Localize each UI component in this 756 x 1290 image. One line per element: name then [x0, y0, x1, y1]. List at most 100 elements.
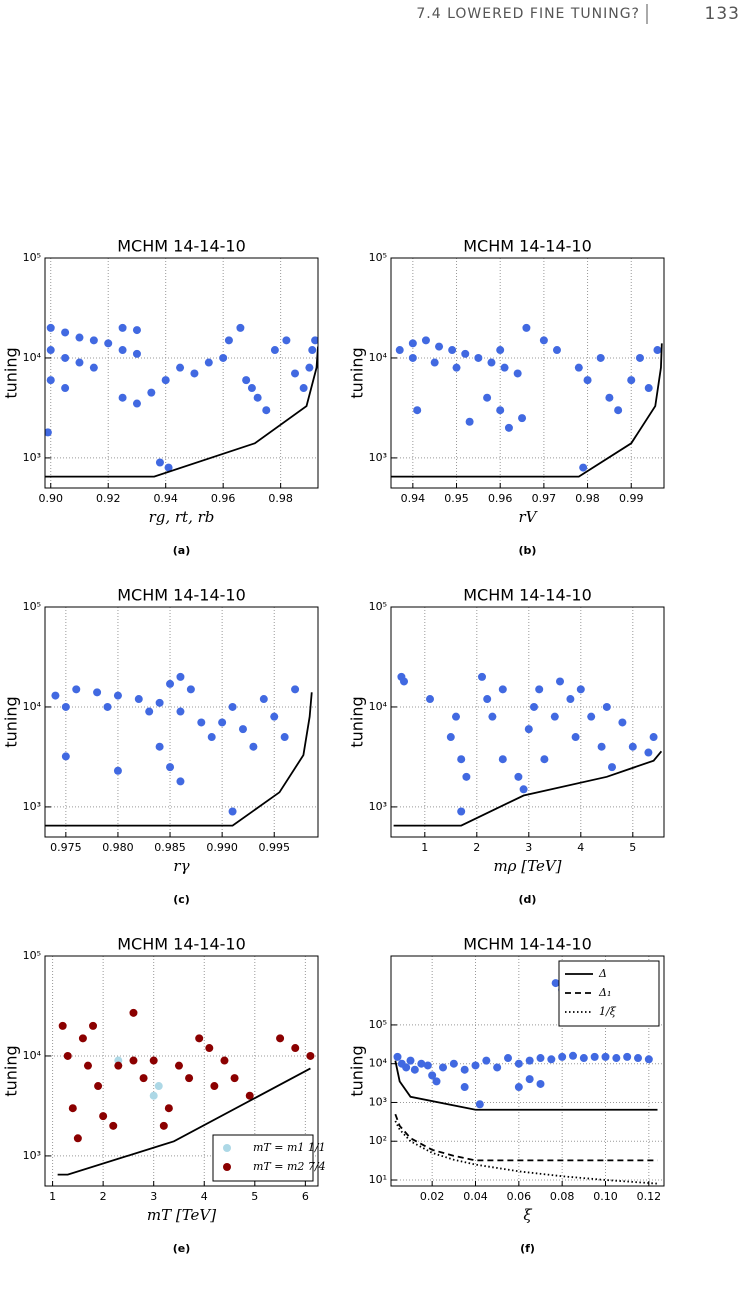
scatter-point: [113, 691, 122, 700]
scatter-point: [139, 1074, 148, 1083]
scatter-point: [558, 1052, 567, 1061]
scatter-point: [159, 1121, 168, 1130]
scatter-point: [612, 1054, 621, 1063]
scatter-point: [61, 752, 70, 761]
scatter-point: [551, 979, 560, 988]
y-tick-label: 10⁴: [23, 351, 42, 364]
scatter-point: [291, 1044, 300, 1053]
scatter-point: [129, 1056, 138, 1065]
scatter-point: [299, 384, 308, 393]
x-tick-label: 0.04: [463, 1190, 488, 1203]
scatter-point: [649, 733, 658, 742]
x-axis-label: rg, rt, rb: [149, 508, 215, 526]
y-tick-label: 10³: [369, 451, 387, 464]
scatter-point: [61, 328, 70, 337]
scatter-point: [195, 1034, 204, 1043]
scatter-point: [51, 691, 60, 700]
x-tick-label: 0.90: [38, 492, 63, 505]
scatter-point: [242, 376, 251, 385]
scatter-point: [291, 685, 300, 694]
scatter-point: [73, 1134, 82, 1143]
x-axis-label: rV: [518, 508, 538, 526]
scatter-point: [406, 1056, 415, 1065]
y-tick-label: 10⁵: [23, 600, 41, 613]
scatter-point: [426, 695, 434, 704]
scatter-point: [308, 346, 317, 355]
scatter-point: [291, 369, 300, 378]
axes-frame: [390, 955, 665, 1187]
scatter-point: [218, 718, 227, 727]
scatter-point: [228, 807, 237, 816]
scatter-point: [247, 384, 256, 393]
scatter-point: [474, 353, 483, 362]
boundary-line: [45, 346, 318, 478]
x-tick-label: 0.02: [420, 1190, 445, 1203]
scatter-point: [155, 698, 164, 707]
x-tick-label: 0.95: [444, 492, 469, 505]
scatter-point: [635, 353, 644, 362]
scatter-point: [498, 755, 507, 764]
y-tick-label: 10³: [369, 1095, 387, 1108]
scatter-point: [219, 353, 228, 362]
scatter-point: [518, 414, 527, 423]
scatter-point: [457, 755, 466, 764]
scatter-point: [238, 725, 247, 734]
figure-caption: (c): [173, 893, 190, 906]
axes-frame: [44, 257, 319, 489]
scatter-point: [439, 1063, 447, 1072]
scatter-point: [579, 463, 588, 472]
x-tick-label: 2: [473, 841, 480, 854]
x-tick-label: 0.92: [96, 492, 121, 505]
scatter-point: [311, 336, 318, 345]
scatter-point: [496, 346, 505, 355]
boundary-line: [393, 750, 663, 827]
page-number: 133: [705, 4, 740, 24]
scatter-point: [462, 772, 471, 781]
scatter-point: [634, 1054, 642, 1063]
scatter-point: [482, 1056, 491, 1065]
plot-area: [45, 607, 318, 837]
chart-title: MCHM 14-14-10: [463, 237, 592, 256]
figure-caption: (d): [519, 893, 537, 906]
figure-caption: (e): [173, 1242, 191, 1255]
y-tick-label: 10³: [23, 800, 41, 813]
scatter-point: [147, 388, 156, 397]
x-tick-label: 0.08: [550, 1190, 575, 1203]
chart-title: MCHM 14-14-10: [463, 586, 592, 605]
scatter-point: [498, 685, 507, 694]
figure-caption: (f): [520, 1242, 535, 1255]
scatter-point: [132, 349, 141, 358]
y-axis-label: tuning: [2, 1045, 21, 1096]
scatter-point: [220, 1056, 229, 1065]
x-tick-label: 0.97: [532, 492, 557, 505]
scatter-point: [483, 695, 492, 704]
scatter-point: [519, 785, 528, 794]
scatter-point: [524, 725, 533, 734]
scatter-point: [590, 1052, 599, 1061]
x-tick-label: 1: [49, 1190, 56, 1203]
scatter-point: [576, 685, 585, 694]
x-tick-label: 4: [577, 841, 584, 854]
chart-title: MCHM 14-14-10: [117, 237, 246, 256]
figure-caption: (a): [173, 544, 190, 557]
scatter-point: [452, 712, 460, 721]
legend-box: [212, 1134, 314, 1182]
scatter-point: [601, 1052, 610, 1061]
scatter-point: [461, 349, 470, 358]
scatter-point: [623, 1052, 632, 1061]
scatter-point: [478, 672, 486, 681]
boundary-line: [394, 1060, 658, 1111]
x-tick-label: 0.980: [102, 841, 134, 854]
x-tick-label: 0.06: [507, 1190, 532, 1203]
chart-title: MCHM 14-14-10: [117, 586, 246, 605]
x-tick-label: 1: [421, 841, 428, 854]
x-tick-label: 0.94: [153, 492, 178, 505]
scatter-point: [514, 1059, 523, 1068]
x-tick-label: 4: [201, 1190, 208, 1203]
scatter-point: [164, 1104, 173, 1113]
scatter-point: [574, 363, 583, 372]
scatter-point: [496, 406, 505, 415]
chart-title: MCHM 14-14-10: [117, 935, 246, 954]
scatter-point: [166, 679, 175, 688]
plot-marks: [45, 672, 313, 827]
